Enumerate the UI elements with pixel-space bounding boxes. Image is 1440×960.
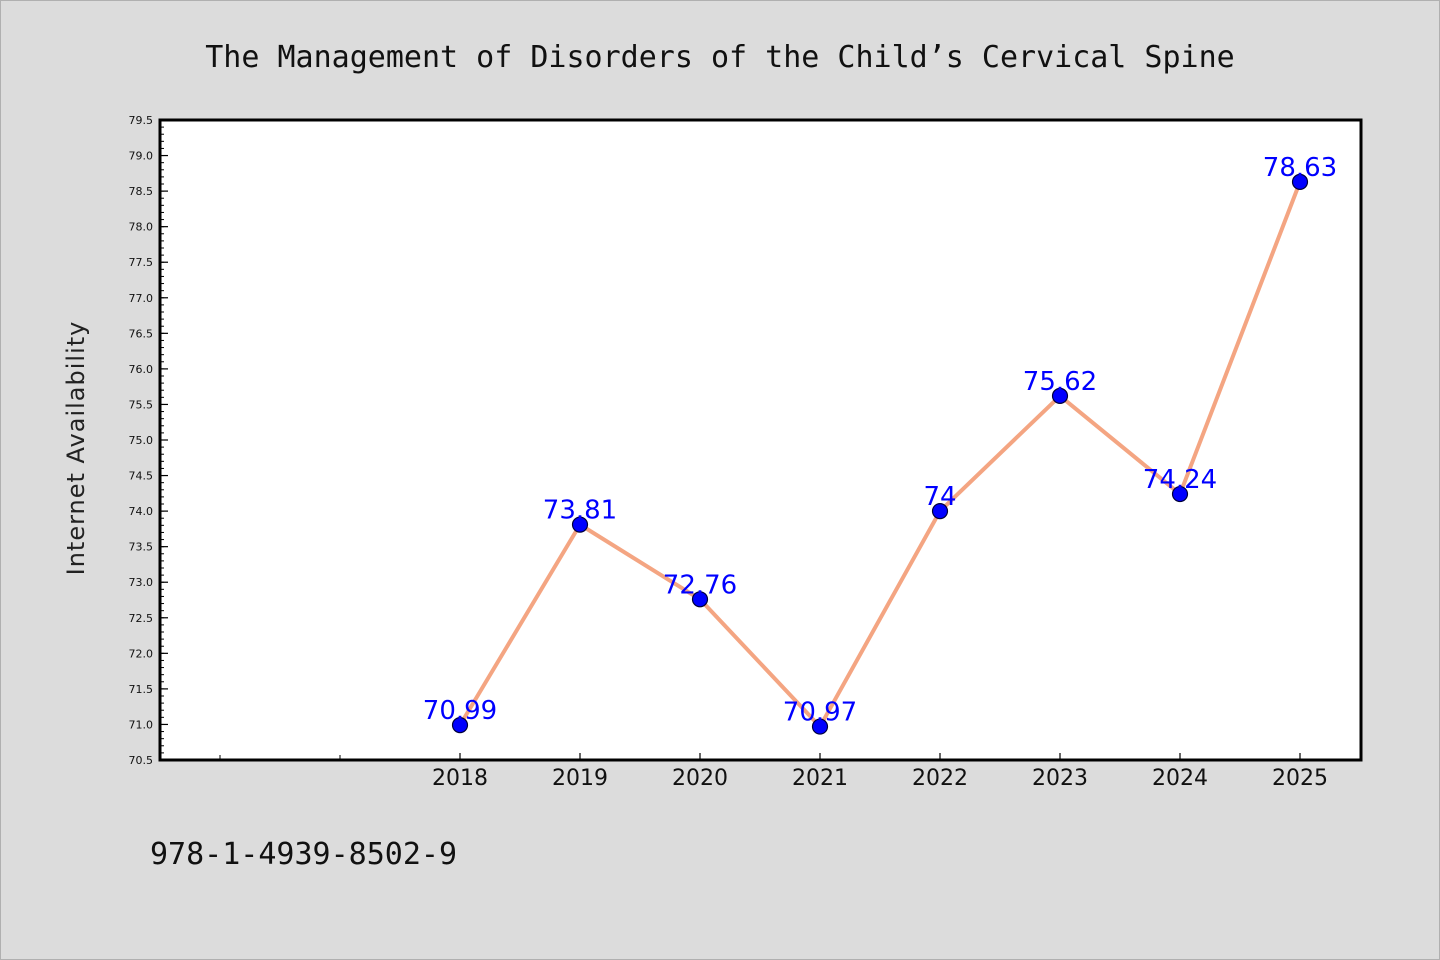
data-point [451,717,469,734]
y-axis: 70.5 71.0 71.5 72.0 72.5 73.0 73.5 74.0 74.5 75.0… [129,114,168,767]
data-label: 70.99 [423,696,497,726]
data-label: 75.62 [1023,367,1097,397]
y-tick-label: 70.5 [129,754,154,767]
plot-area [158,118,1363,762]
y-tick-label: 77.5 [129,256,154,269]
data-labels: 70.99 73.81 72.76 70.97 74 75.62 74.24 78.63 [423,153,1337,728]
y-tick-label: 72.0 [129,647,154,660]
x-tick-label: 2018 [432,766,488,791]
y-tick-label: 71.0 [129,718,154,731]
y-tick-label: 73.5 [129,541,154,554]
y-tick-label: 75.5 [129,398,154,411]
x-tick-label: 2021 [792,766,848,791]
y-tick-label: 74.0 [129,505,154,518]
data-label: 74.24 [1143,465,1217,495]
x-tick-label: 2022 [912,766,968,791]
y-tick-label: 72.5 [129,612,154,625]
chart-title: The Management of Disorders of the Child… [205,40,1235,75]
y-tick-label: 71.5 [129,683,154,696]
y-tick-label: 73.0 [129,576,154,589]
data-label: 74 [923,482,956,512]
data-label: 70.97 [783,698,857,728]
x-tick-label: 2019 [552,766,608,791]
x-tick-label: 2024 [1152,766,1208,791]
y-tick-label: 79.5 [129,114,154,127]
series-line [458,181,1302,729]
y-tick-label: 77.0 [129,292,154,305]
data-point [1051,387,1069,405]
data-point [1171,485,1189,503]
x-tick-label: 2020 [672,766,728,791]
data-label: 78.63 [1263,153,1337,183]
isbn-text: 978-1-4939-8502-9 [150,837,457,872]
data-point [811,718,829,735]
y-tick-label: 79.0 [129,150,154,163]
y-tick-label: 78.0 [129,221,154,234]
y-tick-label: 76.0 [129,363,154,376]
series-layer [451,173,1309,735]
x-tick-label: 2025 [1272,766,1328,791]
y-tick-label: 78.5 [129,185,154,198]
data-label: 72.76 [663,570,737,600]
x-tick-label: 2023 [1032,766,1088,791]
data-point [931,503,949,520]
y-tick-label: 75.0 [129,434,154,447]
y-tick-label: 74.5 [129,470,154,483]
data-point [571,516,589,533]
y-axis-label: Internet Availability [62,321,90,576]
x-axis: 2018 2019 2020 2021 2022 2023 2024 2025 [219,753,1328,791]
y-tick-label: 76.5 [129,327,154,340]
data-point [1291,173,1309,190]
data-label: 73.81 [543,496,617,526]
data-point [691,591,709,608]
